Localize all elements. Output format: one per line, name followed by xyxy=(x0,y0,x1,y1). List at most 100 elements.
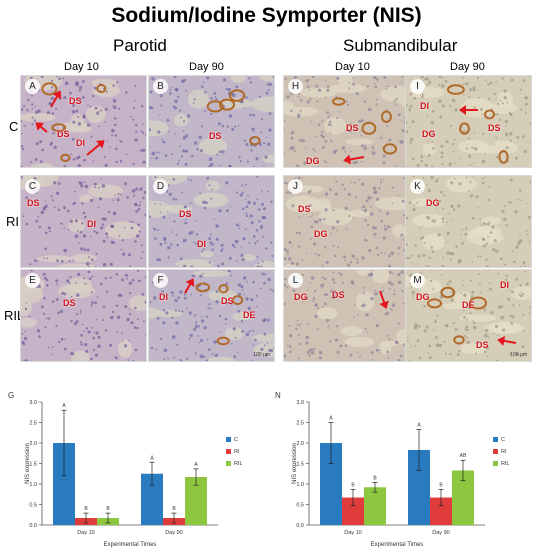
micrograph-texture xyxy=(406,76,532,168)
red-arrow-icon xyxy=(460,109,478,111)
micrograph-texture xyxy=(21,176,147,268)
tissue-label-ds: DS xyxy=(221,296,234,306)
tissue-label-ds: DS xyxy=(69,96,82,106)
legend-label: RIL xyxy=(234,461,243,467)
panel-letter: K xyxy=(410,179,425,194)
y-tick-label: 0.5 xyxy=(296,503,304,509)
panel-letter: I xyxy=(410,79,425,94)
y-tick-label: 0.5 xyxy=(29,503,37,509)
micrograph-panel-c: C DS DI xyxy=(20,175,147,268)
panel-letter: J xyxy=(288,179,303,194)
legend-swatch-ril xyxy=(226,461,231,466)
tissue-label-dg: DG xyxy=(294,292,308,302)
y-tick-label: 2.5 xyxy=(29,421,37,427)
row-label-ri: RI xyxy=(6,214,19,229)
legend-label: RI xyxy=(234,449,240,455)
tissue-label-di: DI xyxy=(500,280,509,290)
tissue-label-di: DI xyxy=(87,219,96,229)
x-tick-label: Day 90 xyxy=(165,530,182,536)
tissue-label-dg: DG xyxy=(426,198,440,208)
y-tick-label: 2.5 xyxy=(296,421,304,427)
scale-bar: 100 μm xyxy=(510,352,527,358)
tissue-label-ds: DS xyxy=(27,198,40,208)
tissue-label-dg: DG xyxy=(314,229,328,239)
significance-letter: A xyxy=(150,455,154,461)
panel-letter: E xyxy=(25,273,40,288)
panel-letter: D xyxy=(153,179,168,194)
significance-letter: B xyxy=(373,475,377,481)
day-header: Day 10 xyxy=(64,61,99,73)
panel-letter-chart: G xyxy=(8,391,14,400)
tissue-label-de: DE xyxy=(243,310,256,320)
legend-swatch-ri xyxy=(493,449,498,454)
significance-letter: B xyxy=(351,482,355,488)
y-tick-label: 0.0 xyxy=(29,523,37,529)
significance-letter: B xyxy=(439,482,443,488)
y-tick-label: 3.0 xyxy=(29,400,37,406)
legend-swatch-ri xyxy=(226,449,231,454)
micrograph-texture xyxy=(284,270,410,362)
legend-label: RI xyxy=(501,449,507,455)
significance-letter: A xyxy=(329,416,333,422)
x-tick-label: Day 10 xyxy=(77,530,94,536)
panel-letter: H xyxy=(288,79,303,94)
panel-letter: F xyxy=(153,273,168,288)
tissue-label-ds: DS xyxy=(298,204,311,214)
micrograph-texture xyxy=(284,176,410,268)
micrograph-panel-f: F DI DS DE 100 μm xyxy=(148,269,275,362)
scale-bar: 100 μm xyxy=(253,352,270,358)
tissue-label-ds: DS xyxy=(488,123,501,133)
panel-letter: B xyxy=(153,79,168,94)
x-axis-label: Experimental Times xyxy=(371,542,424,548)
bar-ril xyxy=(364,487,386,525)
legend-label: RIL xyxy=(501,461,510,467)
tissue-label-di: DI xyxy=(159,292,168,302)
tissue-label-ds: DS xyxy=(332,290,345,300)
significance-letter: B xyxy=(172,506,176,512)
micrograph-texture xyxy=(149,270,275,362)
significance-letter: A xyxy=(62,403,66,409)
panel-letter-chart: N xyxy=(275,391,281,400)
panel-letter: C xyxy=(25,179,40,194)
significance-letter: A xyxy=(417,422,421,428)
y-tick-label: 0.0 xyxy=(296,523,304,529)
tissue-label-di: DI xyxy=(420,101,429,111)
tissue-label-di: DI xyxy=(197,239,206,249)
micrograph-panel-j: J DS DG xyxy=(283,175,410,268)
y-tick-label: 3.0 xyxy=(296,400,304,406)
significance-letter: A xyxy=(194,462,198,468)
row-label-c: C xyxy=(9,119,18,134)
tissue-label-ds: DS xyxy=(209,131,222,141)
legend-swatch-c xyxy=(226,437,231,442)
micrograph-texture xyxy=(149,76,275,168)
tissue-label-ds: DS xyxy=(346,123,359,133)
day-header: Day 10 xyxy=(335,61,370,73)
figure-title: Sodium/Iodine Symporter (NIS) xyxy=(0,4,533,28)
micrograph-panel-d: D DS DI xyxy=(148,175,275,268)
tissue-label-di: DI xyxy=(76,138,85,148)
x-axis-label: Experimental Times xyxy=(104,542,157,548)
section-parotid: Parotid xyxy=(113,36,167,56)
legend-label: C xyxy=(501,437,505,443)
y-axis-label: NIS expression xyxy=(292,443,298,484)
panel-letter: M xyxy=(410,273,425,288)
significance-letter: B xyxy=(84,506,88,512)
tissue-label-ds: DS xyxy=(179,209,192,219)
y-axis-label: NIS expression xyxy=(25,443,31,484)
day-header: Day 90 xyxy=(450,61,485,73)
significance-letter: B xyxy=(106,506,110,512)
significance-letter: AB xyxy=(460,453,467,459)
tissue-label-ds: DS xyxy=(63,298,76,308)
tissue-label-ds: DS xyxy=(57,129,70,139)
day-header: Day 90 xyxy=(189,61,224,73)
section-submandibular: Submandibular xyxy=(343,36,457,56)
